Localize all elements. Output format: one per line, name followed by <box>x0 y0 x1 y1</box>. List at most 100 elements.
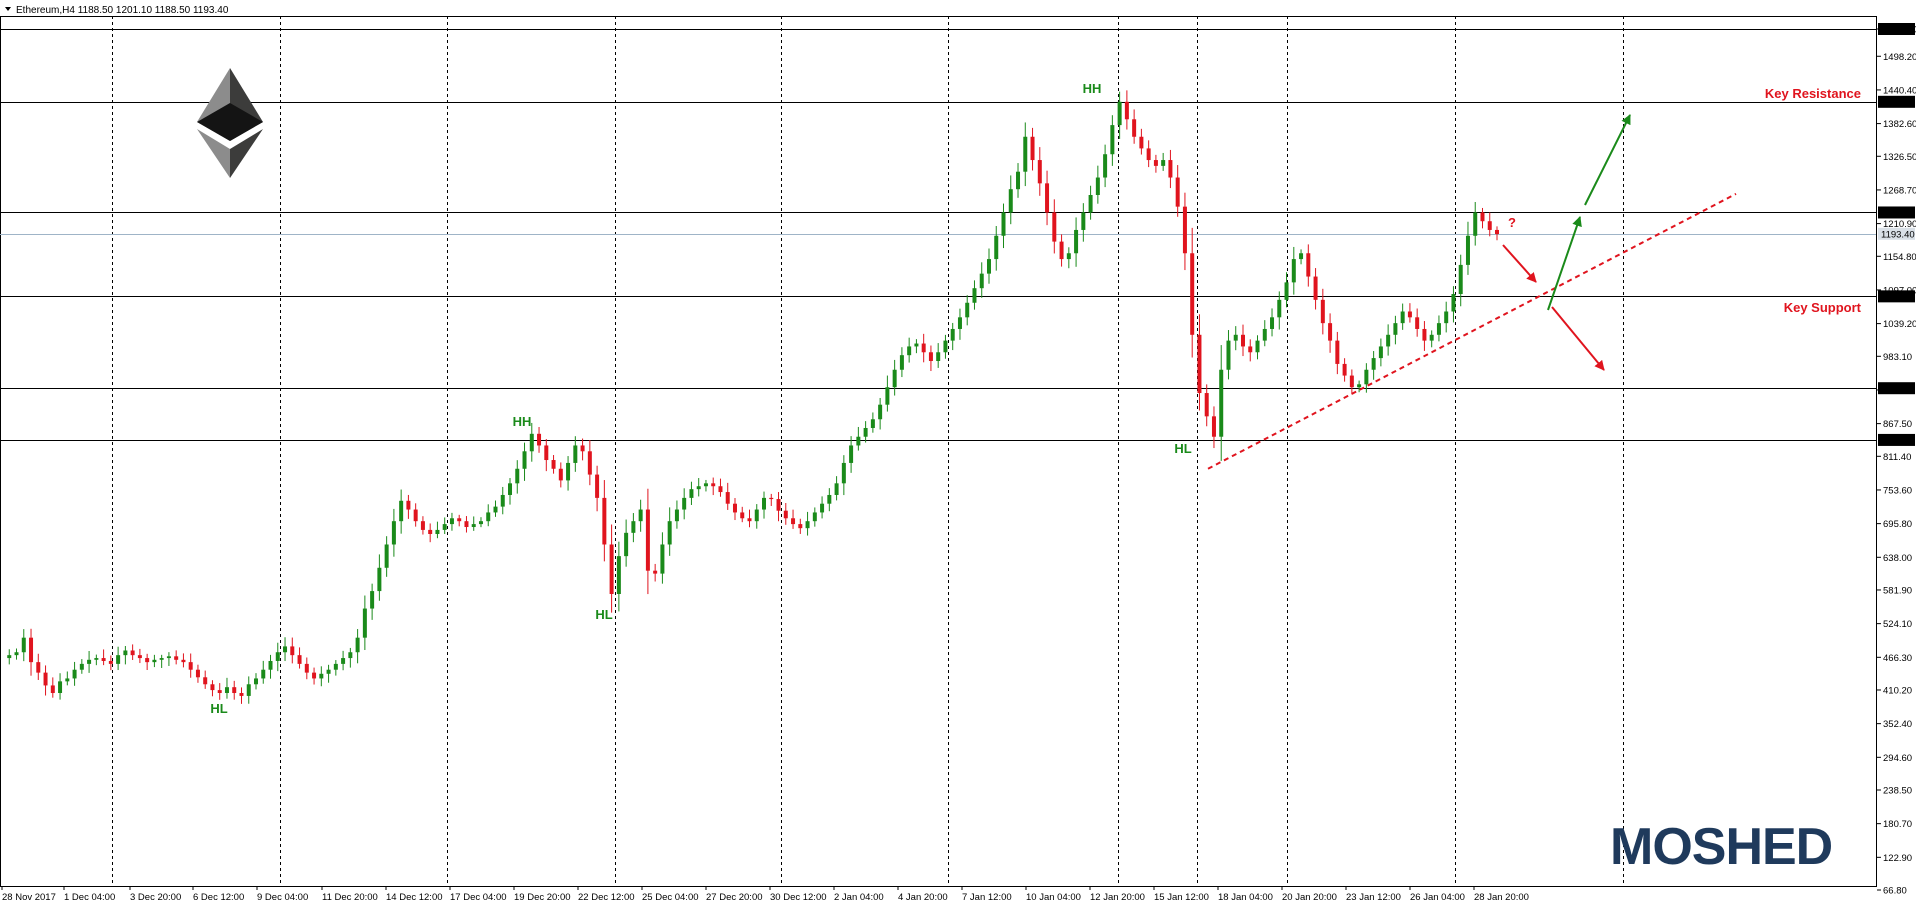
candle-bull <box>863 427 868 437</box>
candle-bear <box>137 655 142 659</box>
scenario-arrow-up <box>1584 114 1631 206</box>
candle-bull <box>1299 253 1304 260</box>
axis-label: 352.40 <box>1883 719 1912 730</box>
candle-bull <box>87 659 92 664</box>
candle-bull <box>1001 212 1006 236</box>
candle-bull <box>986 259 991 274</box>
candle-bull <box>493 506 498 513</box>
candle-bull <box>391 521 396 545</box>
price-tag <box>1878 95 1915 108</box>
candle-bull <box>805 521 810 529</box>
candle-bull <box>689 489 694 498</box>
axis-label: 695.80 <box>1883 519 1912 530</box>
candle-bull <box>1371 358 1376 370</box>
candle-bear <box>1342 363 1347 376</box>
candle-bear <box>1320 299 1325 324</box>
candle-bull <box>820 503 825 513</box>
candle-bear <box>1197 334 1202 394</box>
candle-bull <box>79 663 84 670</box>
candle-bear <box>1495 229 1499 235</box>
axis-label: 122.90 <box>1883 853 1912 864</box>
candle-bear <box>290 646 295 656</box>
candle-bull <box>914 343 919 347</box>
candle-bull <box>1008 189 1013 213</box>
candle-bull <box>1255 340 1260 353</box>
time-label: 22 Dec 12:00 <box>578 892 635 903</box>
support-trendline <box>1207 192 1737 470</box>
candle-bull <box>1226 340 1231 370</box>
candle-bear <box>725 492 730 504</box>
candle-bear <box>195 669 200 678</box>
axis-label: 66.80 <box>1883 886 1907 897</box>
candle-bear <box>1240 334 1245 347</box>
price-tag-label: 1193.40 <box>1881 229 1915 240</box>
candle-bull <box>1284 282 1289 300</box>
candle-bear <box>537 433 542 446</box>
annotation-label: HH <box>513 414 532 429</box>
candle-bear <box>798 524 803 529</box>
annotation-label: Key Support <box>1784 300 1862 315</box>
candle-bull <box>435 529 440 534</box>
candle-bear <box>1422 328 1427 341</box>
candle-bull <box>1110 125 1115 155</box>
candle-bull <box>1081 212 1086 230</box>
candle-bull <box>14 652 19 656</box>
candle-bull <box>943 340 948 353</box>
candle-bull <box>762 497 767 510</box>
candle-bear <box>1487 221 1492 230</box>
candle-bull <box>1473 212 1478 236</box>
time-label: 6 Dec 12:00 <box>193 892 244 903</box>
candle-bear <box>464 521 469 528</box>
candle-bear <box>1175 177 1180 207</box>
candle-bear <box>1153 160 1158 166</box>
candle-bear <box>1045 183 1050 213</box>
annotation-label: HH <box>1083 81 1102 96</box>
price-tag-label: 1420.00 <box>1881 97 1915 108</box>
candle-bull <box>1074 229 1079 254</box>
candle-bear <box>210 684 215 691</box>
candle-bear <box>1211 416 1216 437</box>
candle-bull <box>348 652 353 659</box>
candle-bear <box>776 499 781 511</box>
candle-bull <box>1233 334 1238 341</box>
candle-bull <box>936 352 941 362</box>
candle-bull <box>254 678 259 685</box>
ethereum-logo <box>197 68 263 178</box>
candle-bear <box>928 352 933 362</box>
candle-bull <box>696 486 701 490</box>
axis-label: 1039.20 <box>1883 319 1916 330</box>
candle-bull <box>1277 299 1282 318</box>
candle-bear <box>551 460 556 469</box>
candle-bear <box>1059 241 1064 260</box>
candle-bull <box>442 524 447 530</box>
scenario-arrow-down <box>1502 244 1537 283</box>
candle-bull <box>870 419 875 428</box>
axis-label: 180.70 <box>1883 819 1912 830</box>
moshed-logo: MOSHED <box>1610 818 1832 876</box>
candle-bull <box>638 509 643 522</box>
candle-bull <box>1364 369 1369 385</box>
time-label: 9 Dec 04:00 <box>257 892 308 903</box>
candle-bull <box>979 273 984 289</box>
candle-bull <box>224 687 229 694</box>
candle-bull <box>812 512 817 522</box>
candle-bear <box>1132 119 1137 137</box>
axis-label: 1498.20 <box>1883 52 1916 63</box>
axis-label: 1382.60 <box>1883 119 1916 130</box>
candle-bear <box>406 500 411 510</box>
candle-bull <box>1161 160 1166 166</box>
candle-bull <box>849 445 854 463</box>
axis-label: 524.10 <box>1883 619 1912 630</box>
candle-bull <box>667 521 672 545</box>
candle-bull <box>159 658 164 660</box>
price-tag <box>1878 206 1915 219</box>
candle-bear <box>304 663 309 673</box>
candle-bull <box>326 669 331 674</box>
candle-bull <box>994 235 999 260</box>
candle-bear <box>1313 276 1318 300</box>
candle-bear <box>174 656 179 660</box>
candle-bear <box>921 343 926 353</box>
candle-bull <box>950 328 955 341</box>
annotation-label: HL <box>595 607 612 622</box>
